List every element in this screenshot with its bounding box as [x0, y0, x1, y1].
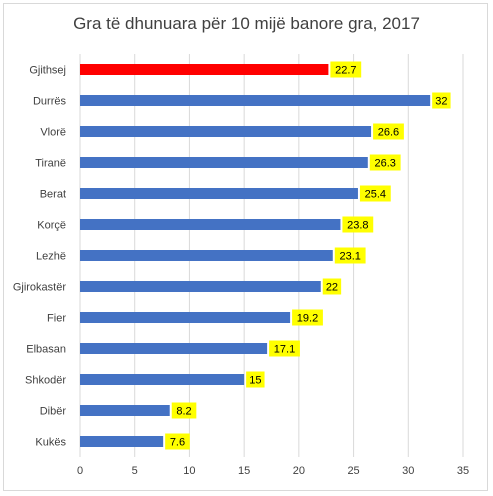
- bar-3: [80, 157, 368, 168]
- x-tick-label: 35: [457, 465, 469, 477]
- category-label: Korçë: [37, 220, 66, 232]
- category-label: Gjithsej: [29, 65, 66, 77]
- category-label: Dibër: [40, 406, 67, 418]
- category-label: Elbasan: [26, 344, 66, 356]
- data-label-background: [373, 123, 404, 140]
- x-tick-label: 5: [132, 465, 138, 477]
- x-tick-label: 10: [183, 465, 195, 477]
- data-label: 7.6: [170, 437, 185, 449]
- bar-1: [80, 95, 431, 106]
- data-label-background: [359, 185, 391, 202]
- bar-4: [80, 188, 358, 199]
- data-label-background: [171, 402, 197, 419]
- data-label-background: [330, 61, 362, 78]
- bar-2: [80, 126, 372, 137]
- data-label: 19.2: [297, 313, 318, 325]
- data-label: 22.7: [335, 65, 356, 77]
- data-label-background: [292, 309, 323, 326]
- data-label-background: [369, 154, 401, 171]
- data-label-background: [334, 247, 366, 264]
- x-tick-label: 25: [347, 465, 359, 477]
- data-label-background: [269, 340, 300, 357]
- data-label: 23.8: [347, 220, 368, 232]
- bar-0: [80, 64, 329, 75]
- bar-8: [80, 312, 291, 323]
- data-label: 17.1: [274, 344, 295, 356]
- x-axis-tick-labels: 0 5 10 15 20 25 30 35: [77, 465, 469, 477]
- data-label: 8.2: [176, 406, 191, 418]
- bar-7: [80, 281, 321, 292]
- category-label: Shkodër: [25, 375, 66, 387]
- bar-10: [80, 374, 245, 385]
- bars: [80, 64, 431, 447]
- data-label: 15: [249, 375, 261, 387]
- data-label-background: [322, 278, 342, 295]
- category-label: Vlorë: [40, 127, 66, 139]
- chart-title: Gra të dhunuara për 10 mijë banore gra, …: [73, 14, 420, 33]
- data-label-background: [165, 433, 190, 450]
- data-label-background: [246, 371, 265, 388]
- data-labels: 22.7 32 26.6 26.3 25.4 23.8 23.1 22 19.2 17.1 15 8.…: [165, 61, 451, 450]
- x-tick-label: 30: [402, 465, 414, 477]
- category-label: Durrës: [33, 96, 67, 108]
- category-label: Fier: [47, 313, 66, 325]
- category-label: Kukës: [35, 437, 66, 449]
- data-label: 26.3: [374, 158, 395, 170]
- bar-5: [80, 219, 341, 230]
- bar-11: [80, 405, 170, 416]
- data-label: 32: [435, 96, 447, 108]
- data-label: 23.1: [339, 251, 360, 263]
- bar-6: [80, 250, 333, 261]
- category-label: Lezhë: [36, 251, 66, 263]
- category-labels: Gjithsej Durrës Vlorë Tiranë Berat Korçë Lezhë…: [13, 65, 67, 449]
- bar-12: [80, 436, 164, 447]
- data-label: 25.4: [365, 189, 386, 201]
- data-label: 26.6: [378, 127, 399, 139]
- category-label: Gjirokastër: [13, 282, 67, 294]
- category-label: Tiranë: [35, 158, 66, 170]
- x-tick-label: 20: [293, 465, 305, 477]
- x-tick-label: 0: [77, 465, 83, 477]
- data-label-background: [342, 216, 374, 233]
- data-label-background: [432, 92, 451, 109]
- bar-9: [80, 343, 268, 354]
- data-label: 22: [326, 282, 338, 294]
- x-tick-label: 15: [238, 465, 250, 477]
- category-label: Berat: [40, 189, 66, 201]
